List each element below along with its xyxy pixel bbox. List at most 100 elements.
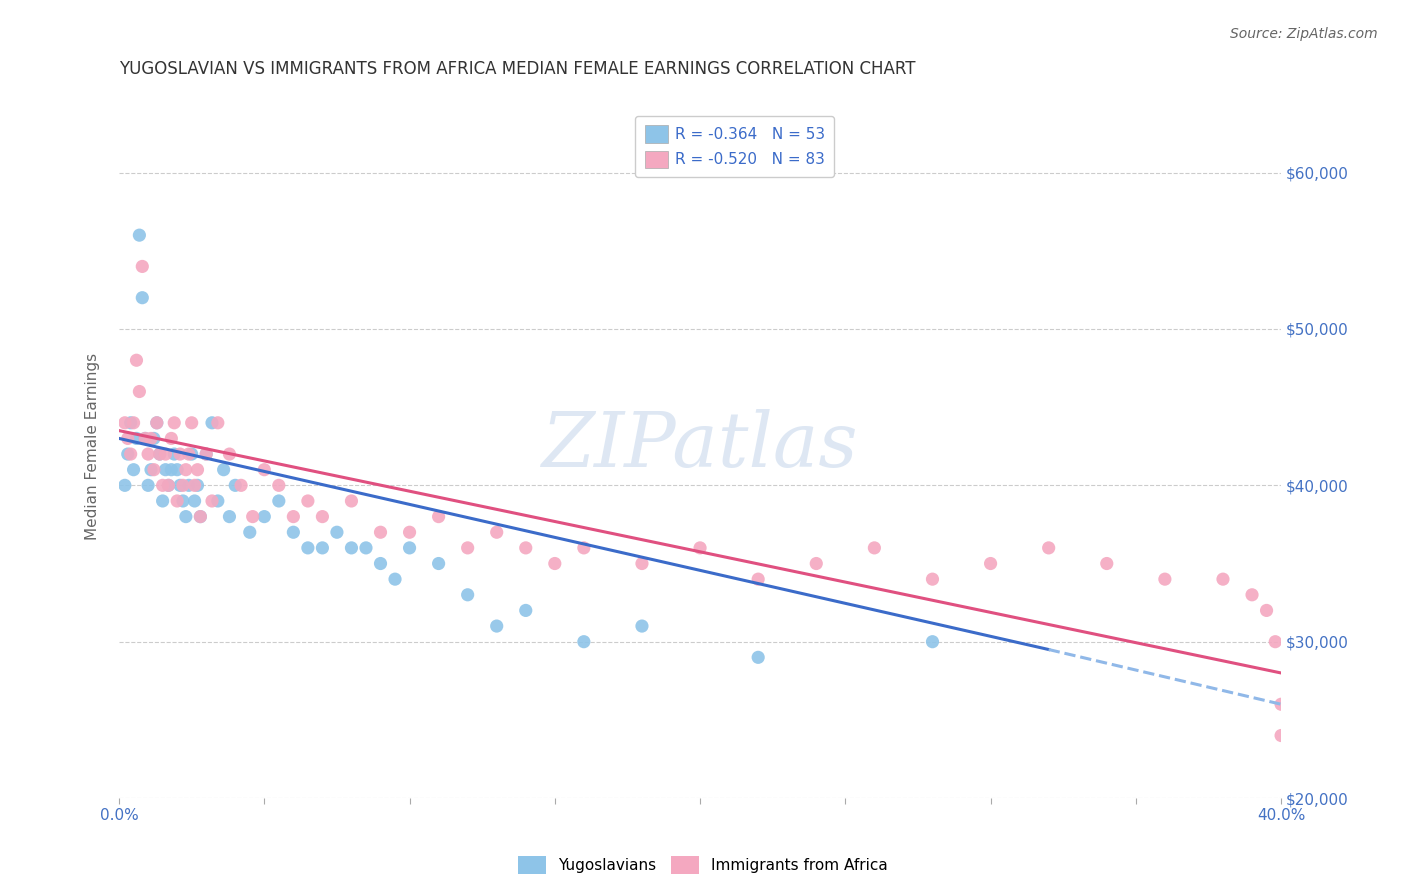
Point [747,650,769,665]
Point [207,416,229,430]
Point [180,447,202,461]
Point [166,494,188,508]
Point [169,478,191,492]
Point [155,463,177,477]
Point [114,478,136,492]
Point [297,541,319,555]
Point [120,447,142,461]
Point [166,463,188,477]
Point [157,478,180,492]
Point [806,557,828,571]
Point [1038,541,1060,555]
Point [186,478,208,492]
Point [1264,634,1286,648]
Point [572,541,595,555]
Legend: R = -0.364   N = 53, R = -0.520   N = 83: R = -0.364 N = 53, R = -0.520 N = 83 [636,116,834,178]
Point [921,572,943,586]
Point [128,384,150,399]
Point [398,525,420,540]
Point [212,463,235,477]
Point [283,509,305,524]
Point [160,463,183,477]
Point [1256,603,1278,617]
Point [370,557,392,571]
Point [218,447,240,461]
Point [125,353,148,368]
Point [370,525,392,540]
Point [980,557,1002,571]
Point [1270,698,1292,712]
Point [177,478,200,492]
Point [142,463,165,477]
Point [297,494,319,508]
Point [340,541,363,555]
Point [384,572,406,586]
Point [180,416,202,430]
Point [155,447,177,461]
Point [544,557,567,571]
Point [229,478,252,492]
Point [267,494,290,508]
Point [122,463,145,477]
Point [1154,572,1177,586]
Point [163,416,186,430]
Point [239,525,262,540]
Point [152,478,174,492]
Point [485,525,508,540]
Point [427,509,450,524]
Point [485,619,508,633]
Point [117,432,139,446]
Point [195,447,218,461]
Point [427,557,450,571]
Point [224,478,246,492]
Point [921,634,943,648]
Point [201,416,224,430]
Point [146,416,169,430]
Point [120,416,142,430]
Point [174,509,197,524]
Text: YUGOSLAVIAN VS IMMIGRANTS FROM AFRICA MEDIAN FEMALE EARNINGS CORRELATION CHART: YUGOSLAVIAN VS IMMIGRANTS FROM AFRICA ME… [120,60,915,78]
Point [863,541,886,555]
Text: Source: ZipAtlas.com: Source: ZipAtlas.com [1230,27,1378,41]
Point [114,416,136,430]
Point [398,541,420,555]
Point [160,432,183,446]
Point [1240,588,1263,602]
Point [177,447,200,461]
Point [152,494,174,508]
Legend: Yugoslavians, Immigrants from Africa: Yugoslavians, Immigrants from Africa [512,850,894,880]
Point [169,447,191,461]
Point [172,478,194,492]
Point [172,494,194,508]
Point [1212,572,1234,586]
Point [283,525,305,540]
Point [242,509,264,524]
Point [747,572,769,586]
Point [311,541,333,555]
Point [139,432,162,446]
Point [136,447,159,461]
Point [354,541,377,555]
Point [134,432,156,446]
Point [149,447,172,461]
Point [157,478,180,492]
Point [515,541,537,555]
Text: ZIPatlas: ZIPatlas [541,409,859,483]
Point [631,557,654,571]
Point [267,478,290,492]
Point [183,494,205,508]
Point [190,509,212,524]
Point [340,494,363,508]
Point [195,447,218,461]
Point [457,588,479,602]
Point [125,432,148,446]
Point [139,463,162,477]
Point [122,416,145,430]
Point [136,478,159,492]
Point [689,541,711,555]
Point [117,447,139,461]
Point [311,509,333,524]
Y-axis label: Median Female Earnings: Median Female Earnings [86,352,100,540]
Point [186,463,208,477]
Point [218,509,240,524]
